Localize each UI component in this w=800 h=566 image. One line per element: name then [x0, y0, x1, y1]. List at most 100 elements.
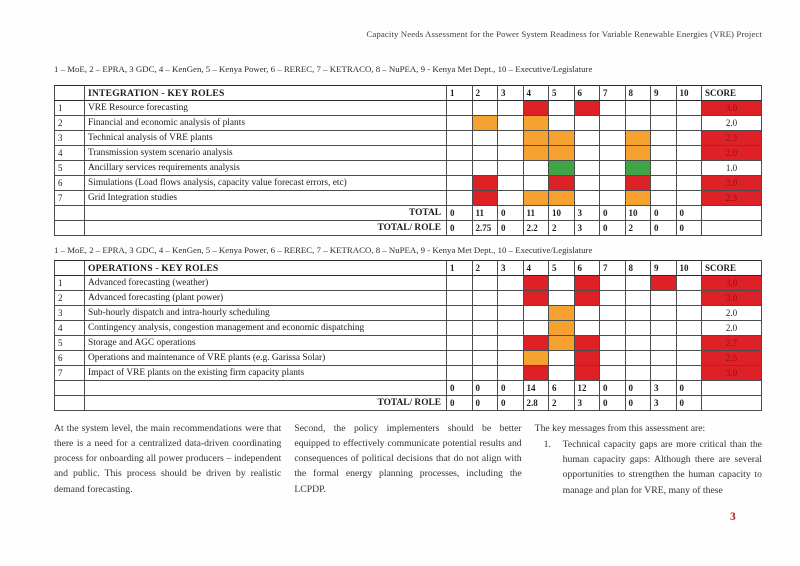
- column-header-cell: SCORE: [701, 260, 762, 276]
- total-value-cell: 0: [599, 205, 626, 221]
- rating-cell: [471, 365, 498, 381]
- role-label-cell: VRE Resource forecasting: [84, 100, 447, 116]
- rating-cell: [522, 320, 549, 336]
- table-row: 2 Advanced forecasting (plant power) 3.0: [54, 290, 762, 306]
- row-number-cell: 1: [54, 275, 85, 291]
- table-title-cell: OPERATIONS - KEY ROLES: [84, 260, 447, 276]
- rating-cell: [650, 175, 677, 191]
- rating-cell: [624, 365, 651, 381]
- rating-cell: [675, 320, 702, 336]
- body-paragraph-3: The key messages from this assessment ar…: [535, 421, 762, 498]
- rating-cell: [599, 335, 626, 351]
- rating-cell: [497, 160, 524, 176]
- column-header-cell: 2: [471, 85, 498, 101]
- total-value-cell: 12: [573, 380, 600, 396]
- rating-cell: [675, 305, 702, 321]
- rating-cell: [624, 335, 651, 351]
- row-number-cell: 2: [54, 115, 85, 131]
- total-role-row: TOTAL/ ROLE 0 0 0 2.8 2 3 0 0 3 0: [54, 395, 762, 411]
- row-number-cell: [54, 220, 85, 236]
- table-row: 3 Technical analysis of VRE plants 2.3: [54, 130, 762, 146]
- rating-cell: [548, 160, 575, 176]
- rating-cell: [675, 130, 702, 146]
- rating-cell: [497, 175, 524, 191]
- role-label-cell: Contingency analysis, congestion managem…: [84, 320, 447, 336]
- table-row: 1 Advanced forecasting (weather) 3.0: [54, 275, 762, 291]
- rating-cell: [497, 335, 524, 351]
- total-value-cell: 3: [650, 380, 677, 396]
- rating-cell: [471, 275, 498, 291]
- rating-cell: [624, 305, 651, 321]
- rating-cell: [599, 365, 626, 381]
- score-cell: 2.5: [701, 350, 762, 366]
- table-row: 4 Transmission system scenario analysis 2.…: [54, 145, 762, 161]
- rating-cell: [471, 190, 498, 206]
- rating-cell: [548, 100, 575, 116]
- total-value-cell: 0: [624, 380, 651, 396]
- column-header-cell: 1: [446, 260, 473, 276]
- total-value-cell: 10: [548, 205, 575, 221]
- rating-cell: [522, 275, 549, 291]
- rating-cell: [573, 365, 600, 381]
- total-value-cell: 0: [675, 395, 702, 411]
- role-label-cell: Transmission system scenario analysis: [84, 145, 447, 161]
- rating-cell: [650, 290, 677, 306]
- rating-cell: [624, 100, 651, 116]
- column-header-cell: 8: [624, 85, 651, 101]
- legend-integration: 1 – MoE, 2 – EPRA, 3 GDC, 4 – KenGen, 5 …: [54, 64, 593, 74]
- total-value-cell: 2.8: [522, 395, 549, 411]
- rating-cell: [548, 335, 575, 351]
- role-label-cell: Ancillary services requirements analysis: [84, 160, 447, 176]
- row-number-cell: [54, 205, 85, 221]
- column-header-cell: 7: [599, 260, 626, 276]
- total-value-cell: 0: [675, 205, 702, 221]
- rating-cell: [624, 175, 651, 191]
- rating-cell: [573, 305, 600, 321]
- rating-cell: [497, 115, 524, 131]
- rating-cell: [522, 350, 549, 366]
- column-header-cell: 2: [471, 260, 498, 276]
- total-value-cell: 3: [650, 395, 677, 411]
- rating-cell: [599, 160, 626, 176]
- total-value-cell: 6: [548, 380, 575, 396]
- rating-cell: [522, 335, 549, 351]
- rating-cell: [650, 160, 677, 176]
- row-number-cell: 7: [54, 365, 85, 381]
- body-paragraph-1: At the system level, the main recommenda…: [54, 423, 282, 495]
- rating-cell: [548, 115, 575, 131]
- rating-cell: [675, 290, 702, 306]
- rating-cell: [446, 175, 473, 191]
- rating-cell: [599, 115, 626, 131]
- rating-cell: [446, 350, 473, 366]
- rating-cell: [446, 275, 473, 291]
- rating-cell: [497, 100, 524, 116]
- rating-cell: [471, 130, 498, 146]
- column-header-cell: 5: [548, 85, 575, 101]
- rating-cell: [573, 190, 600, 206]
- column-header-cell: 9: [650, 260, 677, 276]
- column-header-cell: 6: [573, 260, 600, 276]
- legend-operations: 1 – MoE, 2 – EPRA, 3 GDC, 4 – KenGen, 5 …: [54, 245, 593, 255]
- total-value-cell: 0: [599, 380, 626, 396]
- rating-cell: [624, 290, 651, 306]
- rating-cell: [650, 115, 677, 131]
- rating-cell: [624, 190, 651, 206]
- row-number-cell: 2: [54, 290, 85, 306]
- score-cell: 3.0: [701, 365, 762, 381]
- total-value-cell: 3: [573, 395, 600, 411]
- rating-cell: [471, 305, 498, 321]
- role-label-cell: Sub-hourly dispatch and intra-hourly sch…: [84, 305, 447, 321]
- total-value-cell: 2: [548, 395, 575, 411]
- rating-cell: [522, 130, 549, 146]
- total-row: 0 0 0 14 6 12 0 0 3 0: [54, 380, 762, 396]
- row-number-header-cell: [54, 85, 85, 101]
- rating-cell: [522, 305, 549, 321]
- total-row: TOTAL 0 11 0 11 10 3 0 10 0 0: [54, 205, 762, 221]
- role-label-cell: Operations and maintenance of VRE plants…: [84, 350, 447, 366]
- score-cell: 1.0: [701, 160, 762, 176]
- key-messages-intro: The key messages from this assessment ar…: [534, 423, 706, 434]
- role-label-cell: Grid Integration studies: [84, 190, 447, 206]
- row-number-header-cell: [54, 260, 85, 276]
- rating-cell: [573, 115, 600, 131]
